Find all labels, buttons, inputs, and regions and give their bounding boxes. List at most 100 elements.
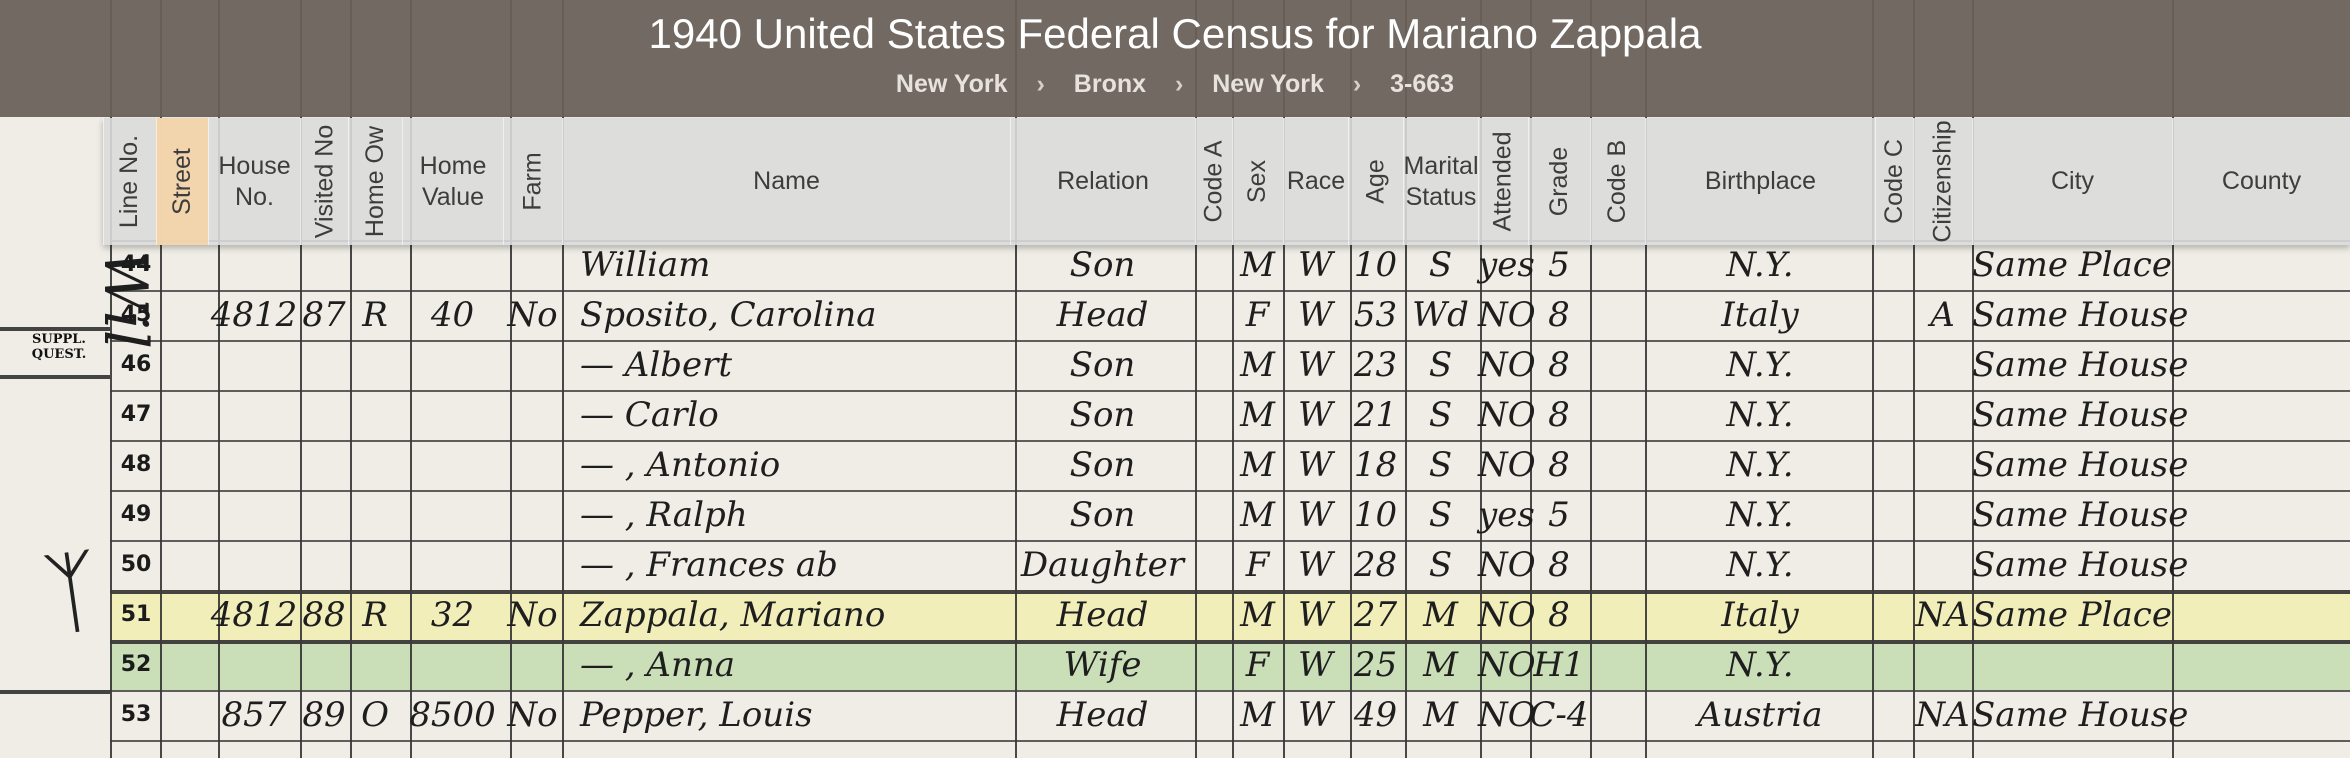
cell-sex: M: [1232, 495, 1283, 535]
cell-citizenship: NA: [1913, 595, 1972, 635]
cell-attended: NO: [1478, 695, 1528, 735]
cell-age: 27: [1348, 595, 1403, 635]
page-title: 1940 United States Federal Census for Ma…: [0, 8, 2350, 60]
line-number: 46: [113, 352, 159, 377]
column-header-grade[interactable]: Grade: [1528, 118, 1590, 245]
cell-relation: Wife: [1010, 645, 1195, 685]
column-header-street[interactable]: Street: [156, 118, 208, 245]
row-rule: [110, 390, 2350, 392]
cell-city: Same House: [1972, 295, 2172, 335]
column-header-citizenship[interactable]: Citizenship: [1913, 118, 1972, 245]
column-header-label: County: [2222, 166, 2301, 197]
column-header-house-no[interactable]: House No.: [208, 118, 300, 245]
cell-age: 18: [1348, 445, 1403, 485]
cell-name: — Albert: [580, 345, 1028, 385]
cell-relation: Daughter: [1010, 545, 1195, 585]
cell-attended: NO: [1478, 545, 1528, 585]
column-header-label: Home Ow: [361, 126, 390, 237]
breadcrumb-county[interactable]: Bronx: [1074, 70, 1146, 98]
cell-birthplace: Italy: [1645, 595, 1875, 635]
cell-sex: F: [1232, 545, 1283, 585]
column-header-row: Line No. Street House No. Visited No Home Ow…: [103, 118, 2350, 245]
column-header-home-value[interactable]: Home Value: [402, 118, 503, 245]
row-rule: [110, 740, 2350, 742]
column-header-code-a[interactable]: Code A: [1195, 118, 1232, 245]
highlight-row-52: [110, 640, 2350, 690]
breadcrumb-separator: ›: [1175, 70, 1183, 98]
breadcrumb-city[interactable]: New York: [1212, 70, 1324, 98]
line-number: 52: [113, 652, 159, 677]
cell-age: 10: [1348, 245, 1403, 285]
column-header-marital-status[interactable]: Marital Status: [1403, 118, 1478, 245]
cell-relation: Head: [1010, 695, 1195, 735]
cell-owned: R: [348, 595, 402, 635]
cell-name: — , Ralph: [580, 495, 1028, 535]
breadcrumb-separator: ›: [1037, 70, 1045, 98]
cell-visited: 87: [300, 295, 348, 335]
cell-farm: No: [503, 295, 562, 335]
cell-race: W: [1283, 245, 1348, 285]
cell-city: Same Place: [1972, 245, 2172, 285]
cell-birthplace: N.Y.: [1645, 445, 1875, 485]
cell-visited: 88: [300, 595, 348, 635]
cell-relation: Son: [1010, 345, 1195, 385]
cell-citizenship: A: [1913, 295, 1972, 335]
line-number: 50: [113, 552, 159, 577]
cell-marital: M: [1403, 645, 1478, 685]
column-header-race[interactable]: Race: [1283, 118, 1348, 245]
column-header-attended[interactable]: Attended: [1478, 118, 1528, 245]
cell-race: W: [1283, 445, 1348, 485]
column-header-county[interactable]: County: [2172, 118, 2350, 245]
line-number: 51: [113, 602, 159, 627]
cell-sex: F: [1232, 295, 1283, 335]
cell-grade: C-4: [1528, 695, 1590, 735]
cell-age: 23: [1348, 345, 1403, 385]
cell-attended: yes: [1478, 245, 1528, 285]
cell-sex: M: [1232, 345, 1283, 385]
cell-house: 4812: [208, 295, 300, 335]
cell-relation: Head: [1010, 595, 1195, 635]
cell-grade: H1: [1528, 645, 1590, 685]
cell-race: W: [1283, 595, 1348, 635]
column-header-label: Birthplace: [1705, 166, 1816, 197]
column-header-line-no[interactable]: Line No.: [103, 118, 156, 245]
cell-grade: 8: [1528, 545, 1590, 585]
column-header-label: Relation: [1057, 166, 1149, 197]
column-header-birthplace[interactable]: Birthplace: [1645, 118, 1875, 245]
cell-age: 28: [1348, 545, 1403, 585]
column-header-code-c[interactable]: Code C: [1875, 118, 1913, 245]
cell-birthplace: N.Y.: [1645, 245, 1875, 285]
column-header-age[interactable]: Age: [1348, 118, 1403, 245]
breadcrumb-state[interactable]: New York: [896, 70, 1008, 98]
column-header-relation[interactable]: Relation: [1010, 118, 1195, 245]
cell-city: Same House: [1972, 445, 2172, 485]
cell-marital: S: [1403, 245, 1478, 285]
cell-marital: S: [1403, 545, 1478, 585]
cell-attended: NO: [1478, 395, 1528, 435]
cell-birthplace: Austria: [1645, 695, 1875, 735]
cell-age: 21: [1348, 395, 1403, 435]
column-header-city[interactable]: City: [1972, 118, 2172, 245]
cell-city: Same House: [1972, 495, 2172, 535]
cell-age: 53: [1348, 295, 1403, 335]
cell-race: W: [1283, 495, 1348, 535]
column-header-sex[interactable]: Sex: [1232, 118, 1283, 245]
cell-race: W: [1283, 395, 1348, 435]
cell-city: Same House: [1972, 545, 2172, 585]
cell-sex: M: [1232, 445, 1283, 485]
cell-grade: 8: [1528, 345, 1590, 385]
cell-birthplace: N.Y.: [1645, 395, 1875, 435]
column-header-visited-no[interactable]: Visited No: [300, 118, 348, 245]
cell-farm: No: [503, 595, 562, 635]
cell-name: Zappala, Mariano: [580, 595, 1028, 635]
cell-age: 25: [1348, 645, 1403, 685]
cell-name: Pepper, Louis: [580, 695, 1028, 735]
column-header-code-b[interactable]: Code B: [1590, 118, 1645, 245]
cell-attended: NO: [1478, 295, 1528, 335]
column-header-name[interactable]: Name: [562, 118, 1010, 245]
line-number: 49: [113, 502, 159, 527]
cell-sex: M: [1232, 595, 1283, 635]
column-header-farm[interactable]: Farm: [503, 118, 562, 245]
column-header-home-ow[interactable]: Home Ow: [348, 118, 402, 245]
cell-value: 8500: [402, 695, 503, 735]
